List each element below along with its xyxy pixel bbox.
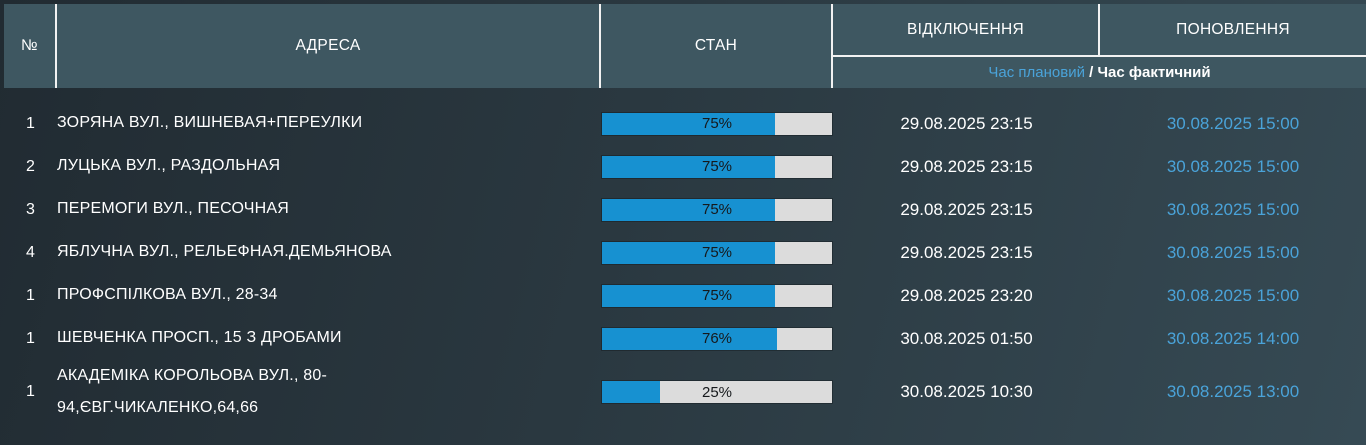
- row-number: 2: [26, 157, 35, 175]
- row-address: АКАДЕМІКА КОРОЛЬОВА ВУЛ., 80-94,ЄВГ.ЧИКА…: [57, 360, 601, 424]
- row-status-cell: 75%: [601, 241, 833, 264]
- progress-bar: 25%: [602, 381, 832, 403]
- legend-planned-time: Час плановий: [988, 64, 1085, 81]
- restore-time: 30.08.2025 15:00: [1166, 285, 1300, 305]
- progress-bar-fill: [602, 198, 775, 221]
- table-row: 1 ШЕВЧЕНКА ПРОСП., 15 З ДРОБАМИ 76% 30.0…: [4, 317, 1366, 360]
- row-status-cell: 75%: [601, 155, 833, 178]
- row-number: 4: [26, 243, 35, 261]
- progress-percent-label: 75%: [701, 158, 733, 175]
- progress-percent-label: 75%: [701, 287, 733, 304]
- row-address-text: ЗОРЯНА ВУЛ., ВИШНЕВАЯ+ПЕРЕУЛКИ: [57, 114, 363, 132]
- progress-percent-label: 75%: [701, 244, 733, 261]
- row-status-cell: 75%: [601, 284, 833, 307]
- col-header-number: №: [4, 4, 57, 88]
- row-address-text: ПЕРЕМОГИ ВУЛ., ПЕСОЧНАЯ: [57, 200, 290, 218]
- row-address-text: АКАДЕМІКА КОРОЛЬОВА ВУЛ., 80-94,ЄВГ.ЧИКА…: [57, 367, 327, 416]
- progress-bar: 75%: [602, 284, 832, 307]
- restore-time: 30.08.2025 14:00: [1166, 328, 1300, 348]
- row-address: ЗОРЯНА ВУЛ., ВИШНЕВАЯ+ПЕРЕУЛКИ: [57, 107, 601, 139]
- col-header-address: АДРЕСА: [57, 4, 601, 88]
- restore-time: 30.08.2025 15:00: [1166, 242, 1300, 262]
- progress-bar: 75%: [602, 155, 832, 178]
- row-number: 1: [26, 286, 35, 304]
- row-address: ПЕРЕМОГИ ВУЛ., ПЕСОЧНАЯ: [57, 193, 601, 225]
- table-row: 3 ПЕРЕМОГИ ВУЛ., ПЕСОЧНАЯ 75% 29.08.2025…: [4, 188, 1366, 231]
- outage-time: 29.08.2025 23:15: [900, 156, 1033, 176]
- table-body: 1 ЗОРЯНА ВУЛ., ВИШНЕВАЯ+ПЕРЕУЛКИ 75% 29.…: [4, 102, 1366, 424]
- row-number: 1: [26, 383, 35, 400]
- outage-time: 29.08.2025 23:20: [900, 285, 1033, 305]
- row-status-cell: 75%: [601, 112, 833, 135]
- restore-time: 30.08.2025 15:00: [1166, 199, 1300, 219]
- outage-time: 30.08.2025 01:50: [900, 328, 1033, 348]
- progress-bar-fill: [602, 112, 775, 135]
- progress-bar-fill: [602, 241, 775, 264]
- progress-percent-label: 75%: [701, 201, 733, 218]
- col-header-outage: ВІДКЛЮЧЕННЯ: [833, 4, 1100, 57]
- table-row: 4 ЯБЛУЧНА ВУЛ., РЕЛЬЕФНАЯ.ДЕМЬЯНОВА 75% …: [4, 231, 1366, 274]
- progress-bar-fill: [602, 381, 660, 403]
- legend-actual-time: Час фактичний: [1097, 64, 1211, 81]
- table-row: 1 ЗОРЯНА ВУЛ., ВИШНЕВАЯ+ПЕРЕУЛКИ 75% 29.…: [4, 102, 1366, 145]
- restore-time: 30.08.2025 15:00: [1166, 156, 1300, 176]
- table-row: 1 ПРОФСПІЛКОВА ВУЛ., 28-34 75% 29.08.202…: [4, 274, 1366, 317]
- time-legend: Час плановий / Час фактичний: [833, 57, 1366, 88]
- progress-bar: 75%: [602, 198, 832, 221]
- row-address: ПРОФСПІЛКОВА ВУЛ., 28-34: [57, 279, 601, 311]
- col-header-restore: ПОНОВЛЕННЯ: [1100, 4, 1366, 57]
- progress-bar: 75%: [602, 112, 832, 135]
- outage-time: 29.08.2025 23:15: [900, 199, 1033, 219]
- progress-percent-label: 76%: [701, 330, 733, 347]
- legend-separator: /: [1084, 64, 1098, 81]
- progress-bar-fill: [602, 284, 775, 307]
- restore-time: 30.08.2025 13:00: [1166, 382, 1300, 401]
- restore-time: 30.08.2025 15:00: [1166, 113, 1300, 133]
- row-number: 1: [26, 114, 35, 132]
- row-address-text: ЛУЦЬКА ВУЛ., РАЗДОЛЬНАЯ: [57, 157, 281, 175]
- row-status-cell: 25%: [601, 381, 833, 403]
- row-address: ШЕВЧЕНКА ПРОСП., 15 З ДРОБАМИ: [57, 322, 601, 354]
- progress-percent-label: 25%: [701, 383, 733, 401]
- row-status-cell: 75%: [601, 198, 833, 221]
- row-address-text: ЯБЛУЧНА ВУЛ., РЕЛЬЕФНАЯ.ДЕМЬЯНОВА: [57, 243, 392, 261]
- table-row: 1 АКАДЕМІКА КОРОЛЬОВА ВУЛ., 80-94,ЄВГ.ЧИ…: [4, 360, 1366, 424]
- progress-bar: 76%: [602, 327, 832, 350]
- progress-bar-fill: [602, 155, 775, 178]
- row-number: 1: [26, 329, 35, 347]
- outage-time: 30.08.2025 10:30: [900, 382, 1033, 401]
- col-header-status: СТАН: [601, 4, 833, 88]
- table-row: 2 ЛУЦЬКА ВУЛ., РАЗДОЛЬНАЯ 75% 29.08.2025…: [4, 145, 1366, 188]
- row-address-text: ПРОФСПІЛКОВА ВУЛ., 28-34: [57, 286, 278, 304]
- progress-bar-fill: [602, 327, 777, 350]
- row-address-text: ШЕВЧЕНКА ПРОСП., 15 З ДРОБАМИ: [57, 329, 342, 347]
- outage-time: 29.08.2025 23:15: [900, 242, 1033, 262]
- progress-percent-label: 75%: [701, 115, 733, 132]
- outage-time: 29.08.2025 23:15: [900, 113, 1033, 133]
- row-status-cell: 76%: [601, 327, 833, 350]
- progress-bar: 75%: [602, 241, 832, 264]
- row-address: ЛУЦЬКА ВУЛ., РАЗДОЛЬНАЯ: [57, 150, 601, 182]
- row-address: ЯБЛУЧНА ВУЛ., РЕЛЬЕФНАЯ.ДЕМЬЯНОВА: [57, 236, 601, 268]
- row-number: 3: [26, 200, 35, 218]
- table-header: № АДРЕСА СТАН ВІДКЛЮЧЕННЯ ПОНОВЛЕННЯ Час…: [4, 4, 1366, 88]
